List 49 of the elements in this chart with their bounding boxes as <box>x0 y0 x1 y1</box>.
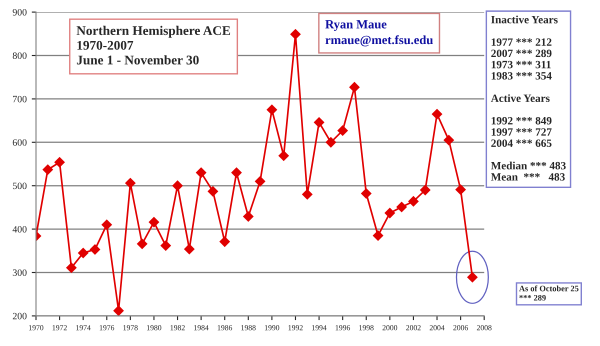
point <box>349 82 360 92</box>
point <box>196 168 206 178</box>
point <box>384 208 395 218</box>
text: Northern Hemisphere ACE 1970-2007 June 1 - November 30 <box>76 26 230 65</box>
point <box>113 306 124 316</box>
point <box>302 189 312 200</box>
point <box>90 244 100 255</box>
y-tick-label: 800 <box>12 52 27 59</box>
point <box>78 248 88 258</box>
point <box>467 272 478 282</box>
point <box>243 211 254 222</box>
y-tick-label: 700 <box>13 96 27 102</box>
point <box>396 202 407 212</box>
y-tick-label: 200 <box>12 312 27 320</box>
point <box>408 196 419 206</box>
point <box>172 180 183 191</box>
point <box>160 240 171 251</box>
point <box>148 217 160 228</box>
point <box>42 164 53 175</box>
point <box>420 184 430 196</box>
point <box>125 178 136 188</box>
point <box>326 137 336 148</box>
text: Inactive Years 1977 *** 212 2007 *** 289 1973 *** 311 1983 *** 354 Active Years 1992 *** 849 1997 *** 727 2004 *** 665 Median *** 483 Mean *** 483 <box>490 16 566 181</box>
point <box>66 262 76 273</box>
point <box>137 238 148 249</box>
point <box>361 188 372 199</box>
y-tick-label: 300 <box>12 269 27 276</box>
point <box>432 108 442 120</box>
point <box>184 244 194 254</box>
y-tick-label: 900 <box>12 9 27 16</box>
annotation: Ryan Maue rmaue@met.fsu.edu <box>325 20 433 46</box>
point <box>338 125 348 136</box>
point <box>102 220 112 230</box>
point <box>266 104 278 115</box>
point <box>444 135 454 146</box>
point <box>372 230 384 241</box>
point <box>54 157 65 168</box>
y-tick-label: 600 <box>12 139 27 146</box>
point <box>254 176 266 186</box>
text: As of October 25 *** 289 <box>519 285 578 301</box>
point <box>290 29 301 40</box>
point <box>455 184 466 195</box>
y-tick-label: 400 <box>12 226 27 233</box>
point <box>208 186 218 196</box>
point <box>220 236 230 247</box>
point <box>231 168 242 178</box>
point <box>314 117 324 128</box>
point <box>278 150 289 161</box>
y-tick-label: 500 <box>12 182 27 190</box>
